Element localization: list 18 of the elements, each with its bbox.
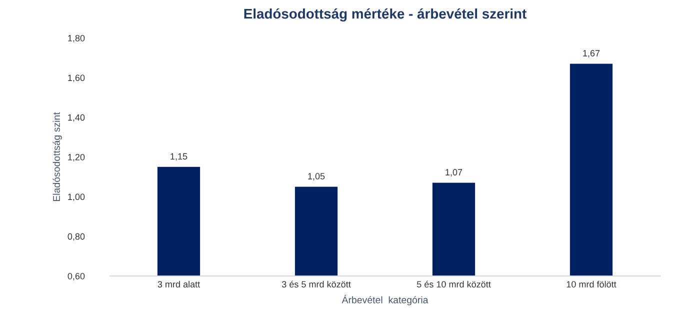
x-axis-title: Árbevétel kategória: [342, 294, 428, 306]
x-tick-label: 5 és 10 mrd között: [416, 280, 491, 288]
y-tick-label: 1,60: [68, 74, 85, 82]
data-label: 1,07: [446, 169, 462, 177]
y-tick-label: 0,60: [68, 272, 85, 280]
x-tick-label: 10 mrd fölött: [566, 280, 616, 288]
y-tick-label: 0,80: [68, 233, 85, 241]
y-tick-label: 1,20: [68, 154, 85, 162]
data-label: 1,05: [308, 173, 325, 180]
chart-title: Eladósodottság mértéke - árbevétel szerint: [244, 8, 526, 22]
y-tick-label: 1,80: [68, 34, 85, 42]
x-tick-label: 3 mrd alatt: [158, 280, 200, 288]
x-tick-label: 3 és 5 mrd között: [282, 280, 351, 288]
y-axis-title: Eladósodottság szint: [52, 112, 62, 202]
y-tick-label: 1,40: [68, 114, 85, 122]
y-tick-label: 1,00: [68, 194, 85, 202]
data-label: 1,15: [170, 153, 188, 161]
data-label: 1,67: [583, 50, 600, 58]
